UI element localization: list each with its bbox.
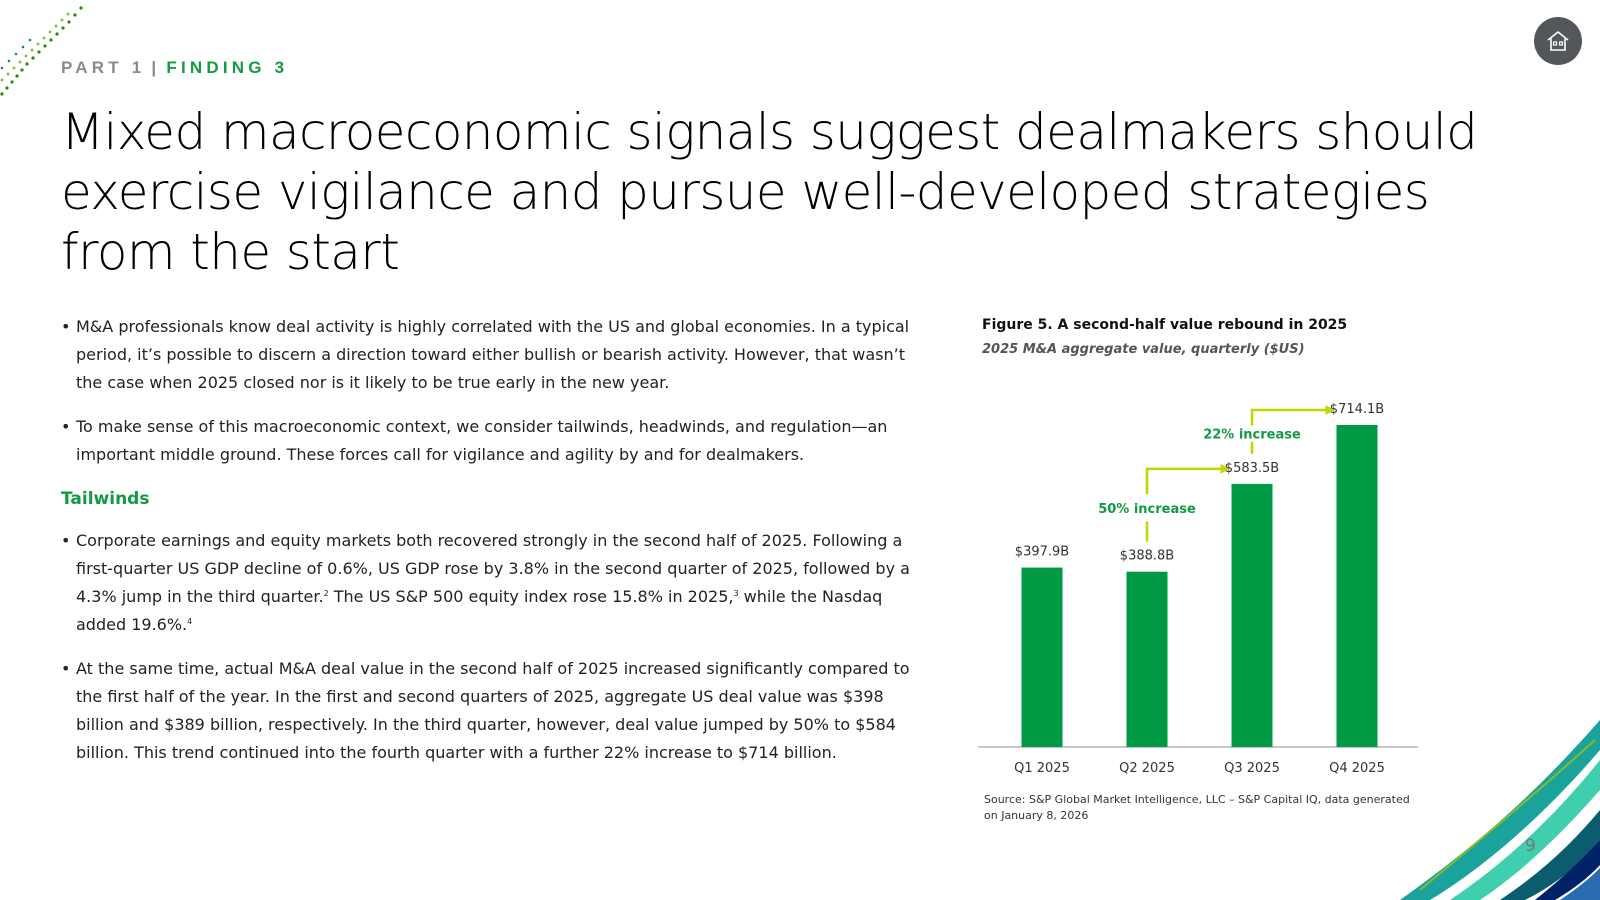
home-button[interactable]	[1534, 17, 1582, 65]
bar-value-label: $397.9B	[1015, 545, 1069, 560]
bullet-text: M&A professionals know deal activity is …	[76, 317, 910, 392]
footnote-ref[interactable]: 2	[323, 589, 329, 598]
bullet-text: At the same time, actual M&A deal value …	[76, 659, 910, 762]
annotation-label: 50% increase	[1098, 502, 1196, 517]
bullet-text: while the Nasdaq added 19.6%.	[76, 587, 883, 634]
bullet-text: Corporate earnings and equity markets bo…	[76, 531, 910, 606]
annotation-arrow-line	[1250, 408, 1327, 426]
bar-chart: $397.9B Q1 2025 $388.8B Q2 2025 $583.5B Q3 20…	[978, 402, 1418, 776]
annotation-arrow-head	[1325, 405, 1335, 415]
tailwinds-heading: Tailwinds	[61, 489, 150, 509]
decorative-brush-strokes-bottom-right	[1400, 720, 1600, 900]
x-tick-label: Q2 2025	[1119, 761, 1175, 776]
bar-1	[1021, 567, 1063, 747]
x-tick-label: Q1 2025	[1014, 761, 1070, 776]
finding-label: FINDING 3	[166, 58, 289, 77]
figure-source: Source: S&P Global Market Intelligence, …	[984, 793, 1410, 822]
bar-2	[1126, 571, 1168, 747]
bullet-intro-2: • To make sense of this macroeconomic co…	[61, 413, 916, 469]
bar-value-label: $583.5B	[1225, 461, 1279, 476]
x-tick-label: Q3 2025	[1224, 761, 1280, 776]
part-label: PART 1	[61, 58, 146, 77]
bullet-dot: •	[61, 417, 71, 436]
annotation-label: 22% increase	[1203, 427, 1301, 442]
decorative-dots-top-left	[0, 6, 83, 96]
bullet-text: To make sense of this macroeconomic cont…	[76, 417, 888, 464]
page-number: 9	[1525, 836, 1536, 856]
annotation-arrow-head	[1220, 463, 1230, 474]
kicker-separator: |	[151, 58, 161, 77]
bullet-tailwinds-1: • Corporate earnings and equity markets …	[61, 527, 916, 639]
bar-3	[1231, 483, 1273, 747]
footnote-ref[interactable]: 3	[733, 589, 739, 598]
x-tick-label: Q4 2025	[1329, 761, 1385, 776]
bullet-tailwinds-2: • At the same time, actual M&A deal valu…	[61, 655, 916, 767]
figure-title: Figure 5. A second-half value rebound in…	[982, 317, 1348, 333]
bar-4	[1336, 425, 1378, 747]
section-kicker: PART 1 | FINDING 3	[61, 58, 288, 78]
page-title: Mixed macroeconomic signals suggest deal…	[61, 103, 1478, 281]
bullet-text: The US S&P 500 equity index rose 15.8% i…	[328, 587, 734, 606]
bullet-dot: •	[61, 659, 71, 678]
bullet-intro-1: • M&A professionals know deal activity i…	[61, 313, 916, 397]
bar-value-label: $388.8B	[1120, 549, 1174, 564]
annotation-arrow-line	[1145, 467, 1222, 495]
figure-subtitle: 2025 M&A aggregate value, quarterly ($US…	[982, 342, 1305, 357]
footnote-ref[interactable]: 4	[187, 617, 193, 626]
body-text: • M&A professionals know deal activity i…	[61, 313, 916, 783]
bar-value-label: $714.1B	[1330, 402, 1384, 417]
bullet-dot: •	[61, 531, 71, 550]
bullet-dot: •	[61, 317, 71, 336]
home-icon	[1547, 31, 1569, 51]
